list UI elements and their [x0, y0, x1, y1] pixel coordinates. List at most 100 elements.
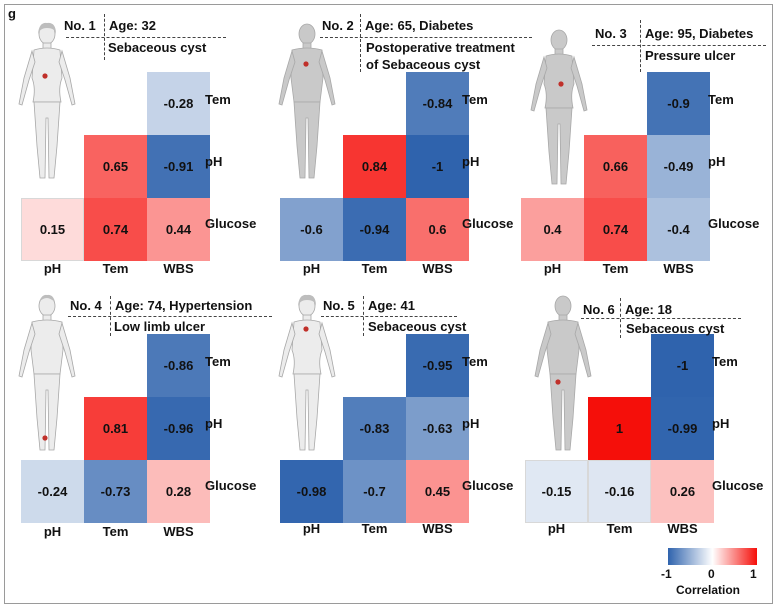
column-label: pH — [302, 261, 321, 276]
patient-age: Age: 18 — [625, 302, 672, 317]
heat-cell: 0.84 — [343, 135, 406, 198]
heat-cell: -0.9 — [647, 72, 710, 135]
heat-cell: -0.95 — [406, 334, 469, 397]
column-label: pH — [543, 261, 562, 276]
panel-letter: g — [8, 6, 16, 21]
male-front-silhouette-icon — [18, 294, 76, 451]
patient-diagnosis: of Sebaceous cyst — [366, 57, 481, 72]
patient-diagnosis: Pressure ulcer — [645, 48, 736, 63]
heat-cell: -0.84 — [406, 72, 469, 135]
info-divider-horizontal — [320, 37, 532, 38]
lesion-marker — [555, 379, 561, 385]
female-front-silhouette-icon — [18, 22, 76, 179]
row-label: Tem — [712, 354, 738, 369]
heat-cell: -0.15 — [525, 460, 588, 523]
info-divider-horizontal — [321, 316, 457, 317]
heat-cell: -0.96 — [147, 397, 210, 460]
info-divider-horizontal — [66, 37, 226, 38]
heat-cell: 0.15 — [21, 198, 84, 261]
patient-number: No. 1 — [64, 18, 96, 33]
colorbar-tick-max: 1 — [750, 567, 757, 581]
heat-cell: -0.94 — [343, 198, 406, 261]
heat-cell: -0.73 — [84, 460, 147, 523]
heat-cell: -0.98 — [280, 460, 343, 523]
male-back-silhouette-icon — [278, 23, 336, 179]
lesion-marker — [42, 435, 48, 441]
female-back-silhouette-icon — [530, 29, 588, 185]
row-label: Glucose — [708, 216, 760, 231]
column-label: pH — [547, 521, 566, 536]
patient-age: Age: 41 — [368, 298, 415, 313]
lesion-marker — [558, 81, 564, 87]
patient-age: Age: 74, Hypertension — [115, 298, 253, 313]
heat-cell: -0.99 — [651, 397, 714, 460]
patient-diagnosis: Sebaceous cyst — [626, 321, 725, 336]
lesion-marker — [303, 326, 309, 332]
column-label: Tem — [102, 524, 129, 539]
heat-cell: -0.7 — [343, 460, 406, 523]
heat-cell: -1 — [651, 334, 714, 397]
column-label: WBS — [667, 521, 698, 536]
heat-cell: 0.65 — [84, 135, 147, 198]
row-label: pH — [205, 416, 223, 431]
heat-cell: 0.45 — [406, 460, 469, 523]
column-label: WBS — [163, 261, 194, 276]
colorbar-label: Correlation — [676, 583, 741, 597]
column-label: WBS — [663, 261, 694, 276]
row-label: Tem — [462, 354, 488, 369]
column-label: Tem — [361, 261, 388, 276]
heat-cell: -0.24 — [21, 460, 84, 523]
row-label: pH — [708, 154, 726, 169]
row-label: Glucose — [462, 478, 514, 493]
heat-cell: -0.6 — [280, 198, 343, 261]
row-label: pH — [712, 416, 730, 431]
row-label: Tem — [205, 92, 231, 107]
heat-cell: -0.83 — [343, 397, 406, 460]
row-label: Glucose — [462, 216, 514, 231]
patient-number: No. 6 — [583, 302, 615, 317]
column-label: WBS — [422, 521, 453, 536]
heat-cell: -0.4 — [647, 198, 710, 261]
patient-age: Age: 65, Diabetes — [365, 18, 474, 33]
heat-cell: 0.26 — [651, 460, 714, 523]
row-label: Glucose — [712, 478, 764, 493]
lesion-marker — [42, 73, 48, 79]
column-label: WBS — [163, 524, 194, 539]
heat-cell: -1 — [406, 135, 469, 198]
heat-cell: 0.4 — [521, 198, 584, 261]
patient-diagnosis: Sebaceous cyst — [108, 40, 207, 55]
heat-cell: 0.6 — [406, 198, 469, 261]
column-label: Tem — [606, 521, 633, 536]
heat-cell: -0.16 — [588, 460, 651, 523]
patient-age: Age: 32 — [109, 18, 156, 33]
row-label: pH — [462, 154, 480, 169]
heat-cell: 0.66 — [584, 135, 647, 198]
heat-cell: -0.28 — [147, 72, 210, 135]
heat-cell: 0.44 — [147, 198, 210, 261]
column-label: pH — [302, 521, 321, 536]
heat-cell: -0.91 — [147, 135, 210, 198]
column-label: WBS — [422, 261, 453, 276]
patient-age: Age: 95, Diabetes — [645, 26, 754, 41]
row-label: pH — [462, 416, 480, 431]
female-front-silhouette-icon — [278, 294, 336, 451]
lesion-marker — [303, 61, 309, 67]
row-label: Tem — [462, 92, 488, 107]
patient-diagnosis: Postoperative treatment — [366, 40, 515, 55]
column-label: Tem — [361, 521, 388, 536]
heat-cell: 0.28 — [147, 460, 210, 523]
heat-cell: -0.86 — [147, 334, 210, 397]
column-label: Tem — [102, 261, 129, 276]
info-divider-horizontal — [68, 316, 272, 317]
colorbar-gradient — [668, 548, 757, 565]
colorbar-tick-mid: 0 — [708, 567, 715, 581]
column-label: pH — [43, 261, 62, 276]
patient-number: No. 2 — [322, 18, 354, 33]
male-back-silhouette-icon — [534, 295, 592, 451]
info-divider-vertical — [360, 14, 361, 72]
figure-frame — [4, 4, 773, 604]
row-label: pH — [205, 154, 223, 169]
heat-cell: 0.81 — [84, 397, 147, 460]
info-divider-vertical — [640, 20, 641, 72]
